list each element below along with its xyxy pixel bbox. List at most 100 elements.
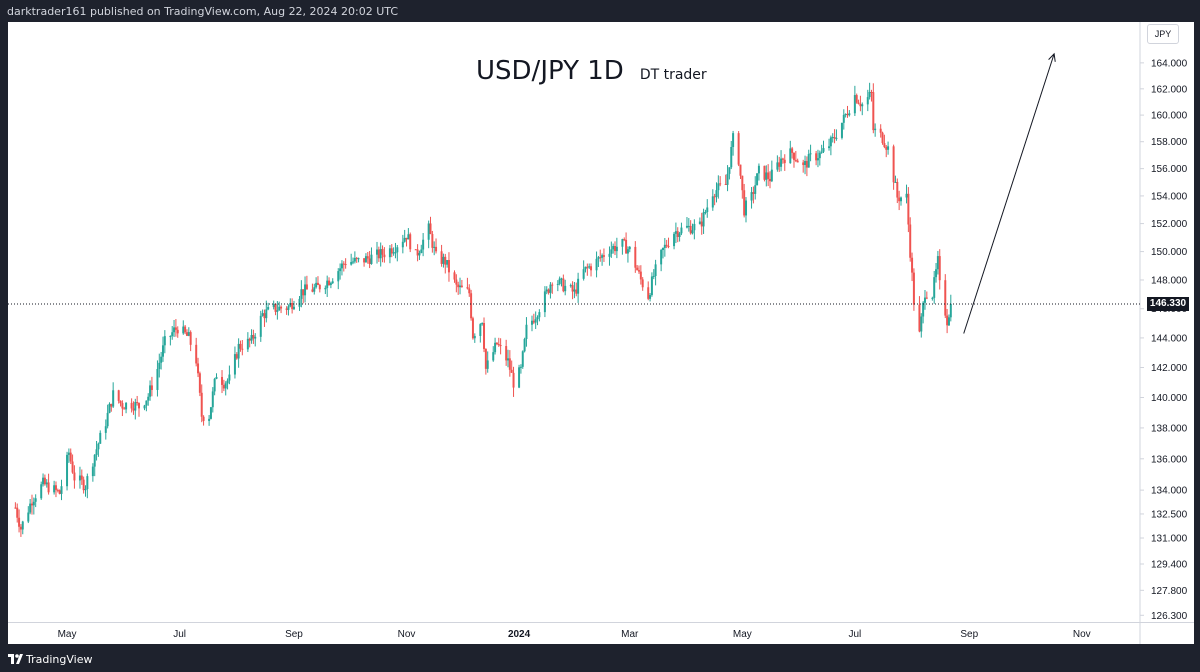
- candle-body: [582, 269, 585, 279]
- candle-body: [909, 224, 912, 258]
- candle-body: [104, 426, 107, 433]
- candle-body: [938, 256, 941, 281]
- candle-body: [329, 283, 332, 286]
- candle-body: [197, 363, 200, 374]
- candle-body: [366, 256, 369, 259]
- candle-body: [340, 263, 343, 269]
- candle-body: [728, 167, 731, 174]
- candle-body: [831, 137, 834, 139]
- candle-body: [228, 374, 231, 381]
- candle-body: [896, 181, 899, 198]
- candle-body: [732, 133, 735, 147]
- candle-body: [377, 249, 380, 259]
- candle-body: [767, 172, 770, 179]
- candle-body: [512, 372, 515, 388]
- candle-body: [250, 335, 253, 341]
- candle-body: [936, 256, 939, 270]
- candle-body: [702, 212, 705, 227]
- candle-body: [689, 225, 692, 234]
- candle-body: [532, 320, 535, 323]
- candle-body: [602, 255, 605, 257]
- candle-body: [137, 403, 140, 409]
- candle-body: [189, 332, 192, 345]
- candle-body: [173, 327, 176, 333]
- candle-body: [615, 246, 618, 252]
- candle-body: [754, 185, 757, 194]
- candle-body: [82, 479, 85, 491]
- candle-body: [523, 339, 526, 352]
- candle-body: [429, 223, 432, 235]
- candle-body: [949, 303, 952, 318]
- candle-body: [73, 472, 76, 481]
- candle-body: [704, 212, 707, 214]
- candle-body: [198, 373, 201, 393]
- y-tick-label: 154.000: [1151, 191, 1188, 202]
- candle-body: [519, 366, 522, 368]
- candle-body: [222, 384, 225, 389]
- x-tick-label: 2024: [508, 629, 531, 640]
- candle-body: [815, 153, 818, 161]
- candle-body: [765, 172, 768, 180]
- candle-body: [650, 276, 653, 296]
- candle-body: [770, 169, 773, 182]
- chart-area[interactable]: 126.300 127.800 129.400 131.000 132.500 134.0…: [8, 22, 1194, 644]
- candle-body: [492, 352, 495, 361]
- candle-body: [274, 303, 277, 312]
- chart-title: USD/JPY 1D: [476, 56, 624, 86]
- candle-body: [110, 403, 113, 407]
- candle-body: [123, 408, 126, 410]
- currency-label[interactable]: JPY: [1147, 24, 1179, 44]
- y-tick-label: 150.000: [1151, 247, 1188, 258]
- candle-body: [248, 338, 251, 341]
- candle-body: [209, 407, 212, 419]
- candle-body: [444, 256, 447, 265]
- candle-body: [261, 313, 264, 316]
- candle-body: [637, 270, 640, 272]
- candle-body: [259, 315, 262, 337]
- candle-body: [569, 285, 572, 287]
- candle-body: [737, 133, 740, 165]
- candle-body: [84, 489, 87, 491]
- candlestick-chart[interactable]: 126.300 127.800 129.400 131.000 132.500 134.0…: [8, 22, 1194, 644]
- candle-body: [560, 278, 563, 280]
- candle-body: [543, 291, 546, 313]
- candle-body: [184, 326, 187, 333]
- candle-body: [545, 289, 548, 292]
- candle-body: [149, 385, 152, 397]
- candle-body: [67, 452, 70, 455]
- candle-body: [440, 251, 443, 264]
- candle-body: [392, 252, 395, 254]
- candle-body: [947, 317, 950, 326]
- candle-body: [285, 308, 288, 310]
- candle-body: [60, 486, 63, 494]
- candle-body: [53, 485, 56, 493]
- candle-body: [530, 320, 533, 325]
- forecast-arrow-line: [963, 53, 1055, 334]
- candle-body: [590, 266, 593, 271]
- candle-body: [481, 323, 484, 325]
- candle-body: [383, 254, 386, 258]
- candle-body: [71, 461, 74, 473]
- candle-body: [883, 143, 886, 147]
- candle-body: [414, 249, 417, 251]
- x-tick-label: Sep: [960, 629, 978, 640]
- candle-body: [291, 302, 294, 310]
- candle-body: [328, 280, 331, 286]
- candle-body: [789, 148, 792, 164]
- candle-body: [698, 221, 701, 224]
- candle-body: [573, 289, 576, 292]
- candle-body: [809, 153, 812, 155]
- candle-body: [595, 258, 598, 271]
- candle-body: [455, 279, 458, 285]
- candle-body: [403, 237, 406, 242]
- candle-body: [584, 266, 587, 270]
- candle-body: [840, 122, 843, 138]
- candle-body: [610, 249, 613, 254]
- candle-body: [163, 336, 166, 346]
- candle-body: [394, 252, 397, 254]
- x-tick-label: Jul: [173, 629, 186, 640]
- candle-body: [145, 400, 148, 406]
- published-info: darktrader161 published on TradingView.c…: [7, 5, 399, 18]
- candle-body: [685, 225, 688, 228]
- candle-body: [879, 128, 882, 133]
